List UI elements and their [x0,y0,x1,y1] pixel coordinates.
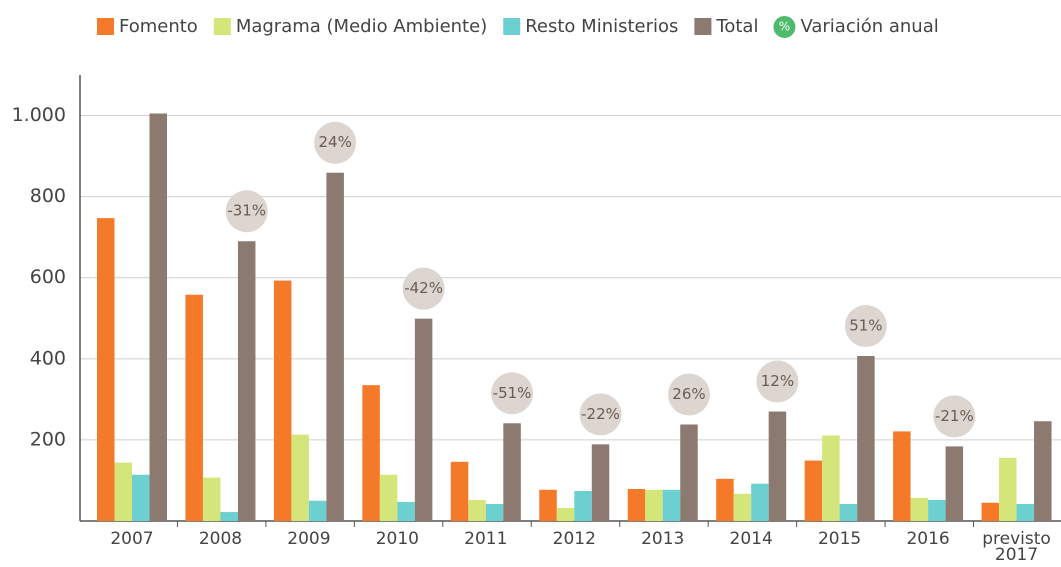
bar [379,474,398,521]
bar [291,434,309,521]
x-tick-label: 2008 [198,529,243,549]
bar [945,446,964,521]
bar [556,508,575,521]
bar [574,490,592,521]
bar [1016,503,1035,521]
variation-label: 24% [318,133,351,151]
bar [981,502,1000,521]
bar [857,355,875,521]
x-tick-label: 2011 [464,529,508,549]
y-tick-label: 1.000 [12,104,66,126]
x-tick-label: 2013 [641,529,685,549]
y-tick-label: 600 [30,266,66,288]
legend-swatch [503,18,521,35]
x-tick-label: 2014 [729,529,773,549]
bar [237,241,256,521]
variation-label: 12% [761,372,794,390]
legend-label: Fomento [119,16,198,37]
variation-bubble [667,373,710,416]
variation-bubble [225,190,268,233]
legend-label: Variación anual [800,16,938,37]
bar [414,318,433,521]
bar [627,488,646,521]
bar [132,474,150,521]
bar [645,489,663,521]
bar [910,497,929,521]
bar [893,431,911,521]
bar [768,411,787,521]
bar [716,478,734,521]
bar [928,499,946,521]
y-tick-label: 400 [30,347,66,369]
bar [362,385,380,521]
legend-label: Magrama (Medio Ambiente) [236,16,487,37]
variation-bubble [579,393,622,436]
variation-bubble [844,304,887,347]
x-tick-label: 2016 [906,529,950,549]
bar [485,503,504,521]
variation-label: 26% [672,385,705,403]
legend-swatch [97,18,114,35]
variation-label: -42% [404,279,443,297]
variation-bubble [402,267,445,310]
bar [326,172,344,521]
x-tick-label: 2015 [817,529,862,549]
bar [450,461,469,521]
bar [503,423,521,521]
bar [839,503,858,521]
x-tick-label: 2007 [110,529,154,549]
bar [662,489,681,521]
bar [999,457,1017,521]
x-tick-label: 2009 [287,529,331,549]
bar [804,460,823,521]
bar [220,512,238,521]
bar [822,435,840,521]
variation-bubble [756,360,799,403]
legend-swatch [694,18,712,35]
bar [468,499,486,521]
bar [680,424,698,521]
variation-bubble [314,121,357,164]
bar [97,218,115,521]
variation-label: -31% [227,202,266,220]
bar [733,493,752,521]
variation-label: 51% [849,316,882,334]
legend-swatch [213,18,231,35]
variation-label: -22% [581,405,620,423]
bar [591,444,610,521]
variation-bubble [491,372,534,415]
x-tick-label: previsto 2017 [982,529,1051,565]
legend-label: Resto Ministerios [525,16,678,37]
legend-symbol: % [779,20,790,34]
legend-swatch [773,16,796,38]
bar [114,462,132,521]
bar [185,294,203,521]
bar [202,477,221,521]
y-tick-label: 200 [30,428,66,450]
variation-label: -21% [935,407,974,425]
bar [273,280,292,521]
variation-bubble [933,395,976,438]
bar [539,489,557,521]
variation-label: -51% [493,384,532,402]
bar [308,500,327,521]
x-tick-label: 2010 [375,529,419,549]
bar [149,113,167,521]
y-tick-label: 800 [30,185,66,207]
legend-label: Total [715,16,758,37]
bar [397,501,415,521]
x-tick-label: 2012 [552,529,596,549]
bar [1034,421,1052,521]
bar [751,483,769,521]
